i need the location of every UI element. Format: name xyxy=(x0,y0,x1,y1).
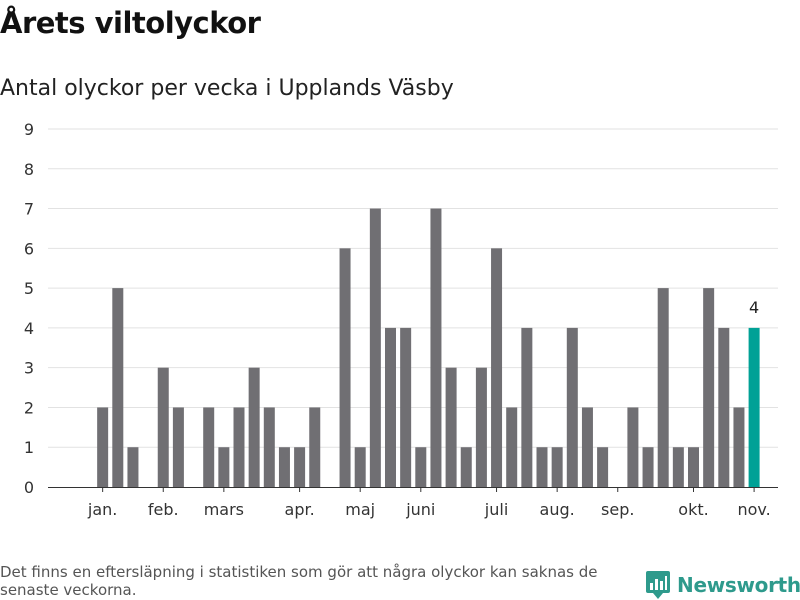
chart-subtitle: Antal olyckor per vecka i Upplands Väsby xyxy=(0,76,454,101)
bar xyxy=(294,447,306,487)
footnote: Det finns en eftersläpning i statistiken… xyxy=(0,563,598,599)
bar xyxy=(703,288,715,487)
bar xyxy=(536,447,548,487)
bar xyxy=(400,327,412,487)
bar xyxy=(445,367,457,487)
bar xyxy=(551,447,563,487)
bar xyxy=(597,447,609,487)
bar xyxy=(657,288,669,487)
month-label: juni xyxy=(405,500,435,519)
y-tick-label: 3 xyxy=(24,359,34,378)
bar xyxy=(369,208,381,488)
month-label: apr. xyxy=(285,500,315,519)
bar xyxy=(506,407,518,487)
bar xyxy=(385,327,396,487)
bar xyxy=(218,447,230,487)
bar xyxy=(460,447,472,487)
bar-highlight xyxy=(748,327,760,487)
bar xyxy=(263,407,275,487)
month-label: sep. xyxy=(601,500,634,519)
bar xyxy=(157,367,169,487)
month-label: mars xyxy=(204,500,244,519)
bar xyxy=(203,407,215,487)
month-label: jan. xyxy=(87,500,117,519)
bar-chart: 0 1 2 3 4 5 6 7 8 9 jan. feb. mars apr. maj juni juli au… xyxy=(24,120,778,519)
y-tick-label: 0 xyxy=(24,478,34,497)
month-label: juli xyxy=(484,500,508,519)
brand-name: Newsworthy xyxy=(677,573,800,597)
bar xyxy=(233,407,245,487)
month-label: nov. xyxy=(737,500,770,519)
bar xyxy=(627,407,639,487)
bar xyxy=(248,367,260,487)
bar xyxy=(672,447,684,487)
bar xyxy=(718,327,730,487)
newsworthy-chart-icon xyxy=(646,571,670,599)
data-labels: 4 xyxy=(749,298,759,317)
y-tick-label: 1 xyxy=(24,438,34,457)
bar xyxy=(97,407,109,487)
y-axis: 0 1 2 3 4 5 6 7 8 9 xyxy=(24,120,34,497)
bar xyxy=(642,447,654,487)
y-tick-label: 5 xyxy=(24,279,34,298)
bar xyxy=(339,248,351,487)
bar xyxy=(521,327,533,487)
brand-logo[interactable]: Newsworthy xyxy=(645,570,800,600)
bar xyxy=(127,447,139,487)
bar xyxy=(278,447,290,487)
y-tick-label: 2 xyxy=(24,398,34,417)
bar xyxy=(566,327,578,487)
month-label: okt. xyxy=(678,500,708,519)
grid-lines xyxy=(48,128,778,448)
month-label: maj xyxy=(345,500,375,519)
bar xyxy=(475,367,487,487)
x-axis: jan. feb. mars apr. maj juni juli aug. sep. okt. n… xyxy=(48,487,778,519)
bar xyxy=(733,407,745,487)
month-label: feb. xyxy=(148,500,179,519)
bar xyxy=(581,407,593,487)
y-tick-label: 8 xyxy=(24,160,34,179)
bar xyxy=(172,407,184,487)
chart-title: Årets viltolyckor xyxy=(0,6,261,40)
y-tick-label: 6 xyxy=(24,239,34,258)
y-tick-label: 7 xyxy=(24,200,34,219)
bar xyxy=(112,288,124,487)
bar xyxy=(354,447,366,487)
y-tick-label: 4 xyxy=(24,319,34,338)
highlight-data-label: 4 xyxy=(749,298,759,317)
bar xyxy=(688,447,699,487)
bar xyxy=(491,248,503,487)
bars xyxy=(97,208,760,488)
y-tick-label: 9 xyxy=(24,120,34,139)
bar xyxy=(309,407,321,487)
bar xyxy=(430,208,442,488)
month-label: aug. xyxy=(540,500,575,519)
bar xyxy=(415,447,427,487)
